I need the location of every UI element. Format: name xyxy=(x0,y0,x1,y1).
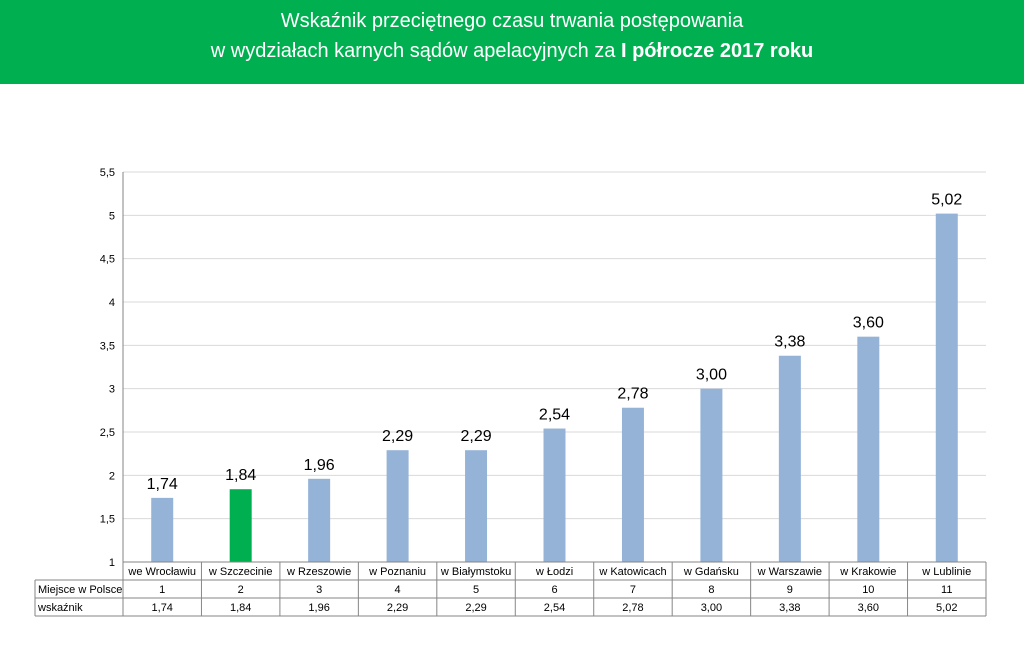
category-label-8: w Gdańsku xyxy=(683,566,739,578)
table-cell: 2,29 xyxy=(465,602,486,614)
category-label-4: w Poznaniu xyxy=(368,566,426,578)
table-cell: 2,78 xyxy=(622,602,643,614)
bar-1 xyxy=(151,497,174,562)
bar-9 xyxy=(778,355,801,562)
table-cell: 1,84 xyxy=(230,602,251,614)
bar-2 xyxy=(229,489,252,562)
table-cell: 2,29 xyxy=(387,602,408,614)
data-label-8: 3,00 xyxy=(696,367,727,384)
table-cell: 3,38 xyxy=(779,602,800,614)
category-label-3: w Rzeszowie xyxy=(286,566,351,578)
y-tick-label: 3 xyxy=(109,384,115,396)
table-cell: 9 xyxy=(787,584,793,596)
table-cell: 3,60 xyxy=(858,602,879,614)
y-tick-label: 4 xyxy=(109,297,115,309)
category-label-10: w Krakowie xyxy=(839,566,896,578)
y-tick-label: 3,5 xyxy=(100,340,115,352)
chart-header: Wskaźnik przeciętnego czasu trwania post… xyxy=(0,0,1024,84)
bar-6 xyxy=(543,428,566,562)
data-label-7: 2,78 xyxy=(617,386,648,403)
bar-5 xyxy=(465,450,488,562)
data-label-11: 5,02 xyxy=(931,192,962,209)
bar-10 xyxy=(857,336,880,562)
data-label-1: 1,74 xyxy=(147,476,178,493)
data-label-9: 3,38 xyxy=(774,334,805,351)
category-label-5: w Białymstoku xyxy=(440,566,511,578)
table-row-header: Miejsce w Polsce xyxy=(38,584,122,596)
bar-11 xyxy=(935,213,958,562)
bar-8 xyxy=(700,388,723,562)
table-cell: 1,96 xyxy=(308,602,329,614)
category-label-11: w Lublinie xyxy=(921,566,971,578)
bar-3 xyxy=(308,478,331,562)
data-label-2: 1,84 xyxy=(225,467,256,484)
table-cell: 5 xyxy=(473,584,479,596)
y-tick-label: 1 xyxy=(109,557,115,569)
category-label-1: we Wrocławiu xyxy=(127,566,196,578)
y-tick-label: 2,5 xyxy=(100,427,115,439)
table-cell: 8 xyxy=(708,584,714,596)
table-cell: 11 xyxy=(941,584,952,596)
data-label-5: 2,29 xyxy=(460,428,491,445)
bar-7 xyxy=(621,407,644,562)
table-cell: 1 xyxy=(159,584,165,596)
table-cell: 10 xyxy=(862,584,874,596)
bar-4 xyxy=(386,450,409,562)
table-cell: 4 xyxy=(395,584,401,596)
table-cell: 3 xyxy=(316,584,322,596)
table-cell: 2,54 xyxy=(544,602,565,614)
chart-title-line2-prefix: w wydziałach karnych sądów apelacyjnych … xyxy=(210,40,621,62)
chart-title-line2-bold: I półrocze 2017 roku xyxy=(620,40,814,62)
table-row-header: wskaźnik xyxy=(37,602,83,614)
y-tick-label: 2 xyxy=(109,470,115,482)
category-label-7: w Katowicach xyxy=(598,566,666,578)
category-label-9: w Warszawie xyxy=(757,566,822,578)
data-label-6: 2,54 xyxy=(539,407,570,424)
data-label-3: 1,96 xyxy=(304,457,335,474)
table-cell: 6 xyxy=(551,584,557,596)
table-cell: 5,02 xyxy=(936,602,957,614)
table-cell: 3,00 xyxy=(701,602,722,614)
y-tick-label: 5 xyxy=(109,210,115,222)
data-label-10: 3,60 xyxy=(853,315,884,332)
category-label-6: w Łodzi xyxy=(535,566,573,578)
data-label-4: 2,29 xyxy=(382,428,413,445)
y-tick-label: 1,5 xyxy=(100,514,115,526)
y-tick-label: 4,5 xyxy=(100,254,115,266)
table-cell: 1,74 xyxy=(152,602,173,614)
table-cell: 7 xyxy=(630,584,636,596)
y-tick-label: 5,5 xyxy=(100,167,115,179)
table-cell: 2 xyxy=(238,584,244,596)
chart-title-line2: w wydziałach karnych sądów apelacyjnych … xyxy=(0,40,1024,63)
category-label-2: w Szczecinie xyxy=(208,566,273,578)
chart-title-line1: Wskaźnik przeciętnego czasu trwania post… xyxy=(280,10,744,32)
